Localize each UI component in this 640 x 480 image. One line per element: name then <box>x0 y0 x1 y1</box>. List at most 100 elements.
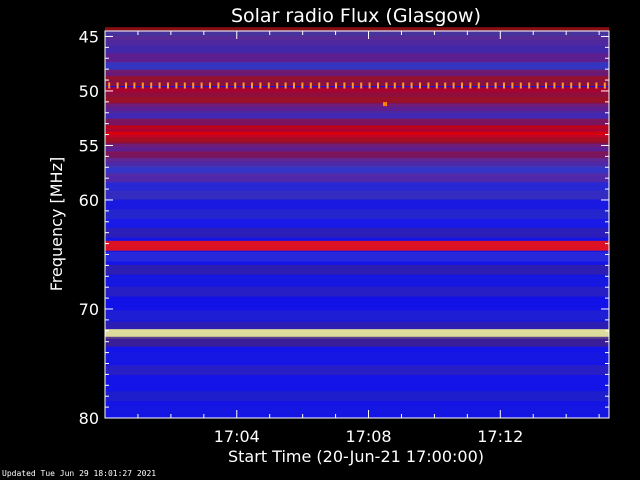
interference-spike <box>561 82 564 89</box>
interference-spike <box>125 82 127 89</box>
interference-spike <box>309 82 312 89</box>
interference-spike <box>553 82 556 89</box>
frequency-band <box>105 275 609 286</box>
interference-spike <box>335 82 337 89</box>
frequency-band <box>105 321 609 332</box>
interference-spike <box>267 82 270 89</box>
interference-spike <box>150 82 153 89</box>
interference-spike <box>486 82 489 89</box>
frequency-band <box>105 165 609 176</box>
frequency-band <box>105 62 609 72</box>
interference-spike <box>301 82 304 89</box>
y-tick-label: 45 <box>79 27 99 46</box>
frequency-band <box>105 44 609 55</box>
point-source <box>383 102 387 107</box>
x-axis-title: Start Time (20-Jun-21 17:00:00) <box>228 447 484 466</box>
frequency-band <box>105 404 609 415</box>
interference-spike <box>503 82 505 89</box>
frequency-band <box>105 111 609 121</box>
y-axis-title: Frequency [MHz] <box>47 157 66 291</box>
interference-spike <box>545 82 547 89</box>
frequency-band <box>105 199 609 210</box>
plot-frame <box>104 30 610 419</box>
interference-spike <box>183 82 186 89</box>
interference-spike <box>293 82 295 89</box>
interference-spike <box>528 82 531 89</box>
interference-spike <box>108 82 111 89</box>
interference-spike <box>469 82 472 89</box>
y-tick-label: 70 <box>79 300 99 319</box>
spectrogram-plot-area <box>105 27 609 418</box>
y-tick-label: 60 <box>79 191 99 210</box>
interference-spike <box>326 82 329 89</box>
frequency-band <box>105 69 609 80</box>
y-axis: 45 50 55 60 70 80 <box>79 27 609 428</box>
interference-spike <box>393 82 396 89</box>
interference-spike <box>435 82 438 89</box>
frequency-band <box>105 310 609 321</box>
x-tick-label: 17:04 <box>214 427 260 446</box>
interference-spike <box>419 82 421 89</box>
interference-spike <box>519 82 522 89</box>
interference-spike <box>200 82 203 89</box>
interference-spike <box>587 82 589 89</box>
frequency-band <box>105 131 609 142</box>
frequency-band <box>105 53 609 64</box>
y-tick-label: 80 <box>79 409 99 428</box>
frequency-band <box>105 173 609 184</box>
frequency-band <box>105 352 609 362</box>
interference-spike <box>410 82 413 89</box>
frequency-band <box>105 329 609 339</box>
frequency-band <box>105 158 609 168</box>
frequency-band <box>105 76 609 87</box>
frequency-band <box>105 143 609 154</box>
x-tick-label: 17:12 <box>477 427 523 446</box>
interference-spike <box>360 82 363 89</box>
interference-spike <box>477 82 480 89</box>
frequency-band <box>105 181 609 192</box>
interference-spike <box>536 82 539 89</box>
frequency-band <box>105 103 609 114</box>
interference-spike <box>242 82 245 89</box>
frequency-band <box>105 125 609 136</box>
interference-spike <box>368 82 371 89</box>
frequency-band <box>105 336 609 347</box>
interference-spike <box>343 82 346 89</box>
frequency-band <box>105 227 609 238</box>
interference-spike <box>225 82 228 89</box>
interference-spike <box>427 82 430 89</box>
interference-spike <box>141 82 144 89</box>
interference-spike <box>318 82 321 89</box>
x-axis: 17:04 17:08 17:12 <box>137 31 600 446</box>
interference-spike <box>217 82 220 89</box>
interference-spike <box>452 82 455 89</box>
interference-spike <box>494 82 497 89</box>
interference-spike <box>158 82 161 89</box>
frequency-band <box>105 137 609 148</box>
interference-spike <box>578 82 581 89</box>
interference-spike <box>276 82 279 89</box>
frequency-band <box>105 96 609 107</box>
interference-spike <box>167 82 169 89</box>
frequency-band <box>105 251 609 262</box>
interference-spike <box>603 82 606 89</box>
interference-spike <box>461 82 463 89</box>
frequency-band <box>105 151 609 162</box>
interference-spike <box>402 82 405 89</box>
interference-spike <box>209 82 211 89</box>
frequency-band <box>105 30 609 41</box>
interference-spike <box>351 82 354 89</box>
frequency-band <box>105 391 609 402</box>
interference-spike <box>133 82 136 89</box>
frequency-band <box>105 190 609 201</box>
frequency-band <box>105 297 609 308</box>
interference-spike <box>511 82 514 89</box>
updated-timestamp: Updated Tue Jun 29 18:01:27 2021 <box>2 469 157 478</box>
x-tick-label: 17:08 <box>345 427 391 446</box>
interference-spike <box>192 82 195 89</box>
interference-spike <box>377 82 379 89</box>
y-tick-label: 55 <box>79 136 99 155</box>
frequency-band <box>105 286 609 297</box>
interference-spike <box>444 82 447 89</box>
